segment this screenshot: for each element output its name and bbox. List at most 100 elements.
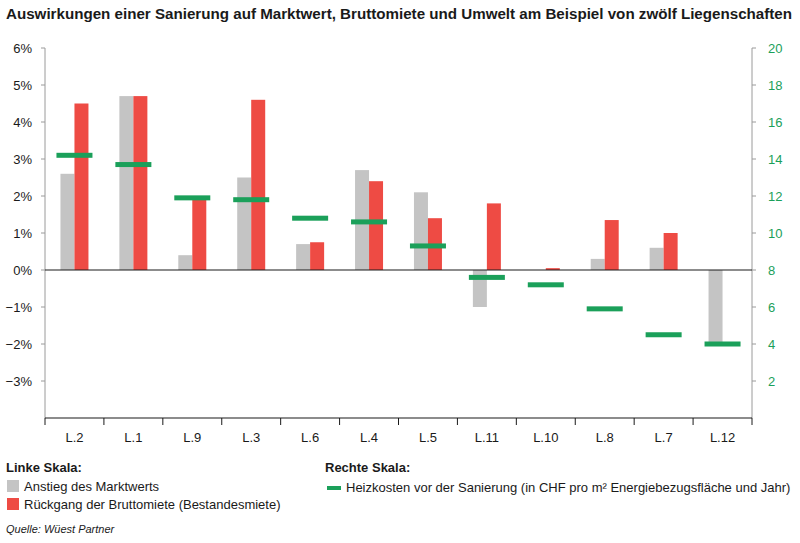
bar [650, 248, 664, 270]
legend-swatch [7, 498, 19, 510]
legend-label: Anstieg des Marktwerts [24, 479, 160, 494]
x-separator [280, 418, 281, 425]
x-separator [575, 418, 576, 425]
y-tick-label: −1% [6, 300, 33, 315]
bar [414, 192, 428, 270]
y-tick [41, 270, 45, 271]
x-tick-label: L.4 [360, 430, 378, 445]
y2-tick [752, 381, 756, 382]
legend-swatch [7, 480, 19, 492]
x-tick-label: L.3 [242, 430, 260, 445]
bar [60, 174, 74, 270]
x-tick-label: L.2 [65, 430, 83, 445]
y2-tick [752, 196, 756, 197]
x-tick-label: L.10 [533, 430, 558, 445]
y2-tick-label: 4 [768, 337, 775, 352]
y2-tick-label: 20 [768, 41, 782, 56]
marks [56, 96, 740, 346]
bar [74, 104, 88, 271]
y-tick-label: −2% [6, 337, 33, 352]
y2-tick-label: 12 [768, 189, 782, 204]
dash-marker [705, 342, 741, 347]
x-tick-label: L.11 [475, 430, 499, 445]
dash-marker [410, 243, 446, 248]
bar [192, 200, 206, 270]
x-separator [693, 418, 694, 425]
bar [487, 203, 501, 270]
y2-tick [752, 159, 756, 160]
dash-marker [115, 162, 151, 167]
y-tick-label: 3% [13, 152, 32, 167]
y-tick-label: 0% [13, 263, 32, 278]
y2-tick-label: 16 [768, 115, 782, 130]
y2-tick [752, 233, 756, 234]
dash-marker [528, 282, 564, 287]
y2-tick-label: 10 [768, 226, 782, 241]
x-tick-label: L.8 [596, 430, 614, 445]
dash-marker [292, 216, 328, 221]
y2-tick-label: 6 [768, 300, 775, 315]
x-tick-label: L.1 [124, 430, 142, 445]
chart: Auswirkungen einer Sanierung auf Marktwe… [0, 0, 800, 543]
x-tick-label: L.9 [183, 430, 201, 445]
x-separator [221, 418, 222, 425]
bar [119, 96, 133, 270]
x-tick-label: L.6 [301, 430, 319, 445]
y-tick [41, 381, 45, 382]
dash-marker [233, 197, 269, 202]
y2-tick [752, 270, 756, 271]
y2-tick-label: 8 [768, 263, 775, 278]
y2-tick-label: 18 [768, 78, 782, 93]
y-tick [41, 85, 45, 86]
y-tick-label: −3% [6, 374, 33, 389]
bar [133, 96, 147, 270]
y-tick-label: 1% [13, 226, 32, 241]
y-tick [41, 307, 45, 308]
y-tick-label: 2% [13, 189, 32, 204]
x-tick-label: L.12 [710, 430, 735, 445]
bar [369, 181, 383, 270]
x-separator [339, 418, 340, 425]
y2-tick-label: 14 [768, 152, 782, 167]
dash-marker [646, 332, 682, 337]
y-tick-label: 4% [13, 115, 32, 130]
bar [296, 244, 310, 270]
x-tick-label: L.5 [419, 430, 437, 445]
y2-tick [752, 344, 756, 345]
dash-marker [56, 153, 92, 158]
bar [237, 178, 251, 271]
y-tick-label: 5% [13, 78, 32, 93]
bar [178, 255, 192, 270]
y-tick [41, 233, 45, 234]
y-tick [41, 122, 45, 123]
y-tick [41, 159, 45, 160]
x-tick-label: L.7 [655, 430, 673, 445]
legend-label: Heizkosten vor der Sanierung (in CHF pro… [346, 480, 790, 495]
x-separator [516, 418, 517, 425]
title: Auswirkungen einer Sanierung auf Marktwe… [6, 6, 792, 22]
dash-marker [469, 275, 505, 280]
y2-tick-label: 2 [768, 374, 775, 389]
y-tick [41, 196, 45, 197]
y2-tick [752, 122, 756, 123]
bar [591, 259, 605, 270]
x-separator [398, 418, 399, 425]
y2-tick [752, 307, 756, 308]
bar [709, 270, 723, 344]
x-separator [45, 418, 46, 425]
y2-tick [752, 85, 756, 86]
legend-swatch [327, 486, 341, 490]
source: Quelle: Wüest Partner [6, 523, 116, 535]
legend-label: Rückgang der Bruttomiete (Bestandesmiete… [24, 497, 281, 512]
y2-tick [752, 48, 756, 49]
y-tick-label: 6% [13, 41, 32, 56]
x-separator [103, 418, 104, 425]
x-separator [162, 418, 163, 425]
y-tick [41, 48, 45, 49]
bar [251, 100, 265, 270]
x-separator [752, 418, 753, 425]
x-separator [457, 418, 458, 425]
y-tick [41, 344, 45, 345]
bar [310, 242, 324, 270]
dash-marker [174, 195, 210, 200]
